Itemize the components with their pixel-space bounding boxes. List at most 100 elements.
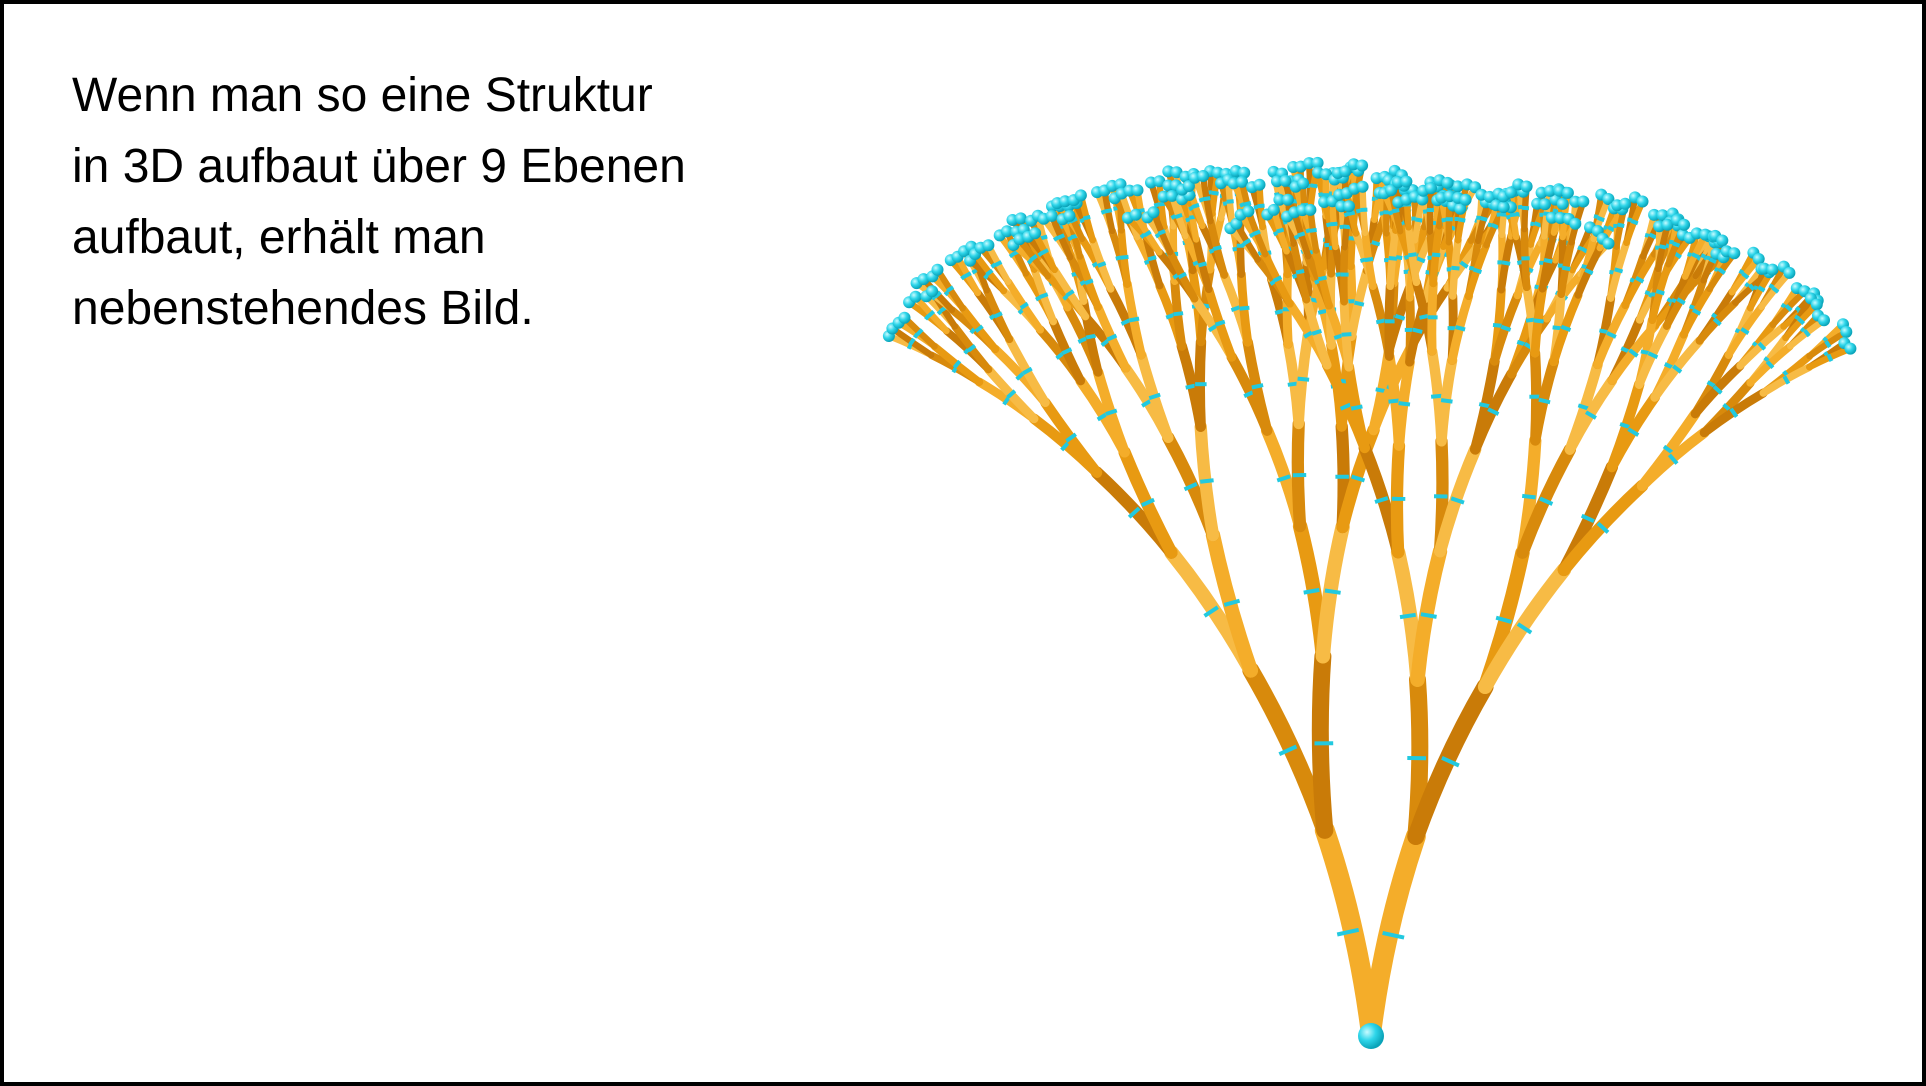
joint-ring [1120, 318, 1132, 326]
node-ball [1425, 182, 1437, 195]
node-ball [1153, 175, 1166, 188]
joint-ring [1226, 199, 1234, 204]
joint-ring [1364, 256, 1374, 263]
node-ball [1577, 195, 1590, 208]
joint-ring [1183, 481, 1198, 492]
node-ball [1170, 166, 1183, 179]
joint-ring [1318, 275, 1328, 282]
joint-ring [985, 268, 994, 277]
node-ball [1147, 206, 1160, 219]
node-ball [1840, 325, 1853, 338]
joint-ring [1580, 513, 1595, 524]
node-ball [1131, 184, 1144, 197]
joint-ring [1479, 216, 1488, 222]
node-ball [1045, 209, 1058, 222]
node-ball [1818, 314, 1830, 327]
joint-ring [1740, 327, 1750, 335]
joint-ring [1712, 317, 1722, 327]
joint-ring [1487, 407, 1500, 416]
joint-ring [1197, 261, 1207, 268]
joint-ring [1412, 327, 1423, 334]
joint-ring [1143, 229, 1152, 238]
caption-line: aufbaut, erhält man [72, 211, 486, 264]
joint-ring [1374, 496, 1389, 504]
node-ball [909, 290, 922, 303]
joint-ring [1561, 265, 1571, 272]
joint-ring [1391, 208, 1400, 214]
joint-ring [1533, 318, 1544, 324]
joint-ring [1440, 398, 1453, 404]
node-ball [1279, 174, 1292, 187]
joint-ring [1211, 190, 1219, 196]
node-ball [931, 263, 944, 276]
node-ball [1504, 186, 1517, 199]
joint-ring [1252, 229, 1261, 236]
joint-ring [1416, 256, 1426, 264]
joint-ring [933, 290, 942, 299]
node-ball [1303, 157, 1316, 170]
node-ball [1166, 189, 1179, 202]
joint-ring [1177, 271, 1187, 280]
joint-ring [1824, 340, 1832, 349]
joint-ring [927, 310, 936, 318]
joint-ring [1606, 331, 1617, 339]
joint-ring [1451, 265, 1460, 271]
joint-ring [1105, 408, 1118, 416]
joint-ring [1303, 587, 1320, 595]
node-ball [1497, 201, 1510, 214]
joint-ring [1826, 353, 1834, 362]
tree-illustration [882, 156, 1857, 1049]
joint-ring [1748, 283, 1756, 292]
joint-ring [1347, 210, 1356, 216]
joint-ring [1343, 224, 1351, 230]
joint-ring [1458, 217, 1466, 223]
joint-ring [1672, 241, 1681, 248]
node-ball [1783, 266, 1796, 279]
node-ball [1602, 237, 1615, 250]
joint-ring [1509, 212, 1518, 218]
joint-ring [1577, 403, 1590, 411]
node-ball [1454, 202, 1467, 215]
joint-ring [1239, 305, 1250, 311]
joint-ring [1782, 375, 1791, 385]
node-ball [1129, 208, 1142, 221]
node-ball [1545, 211, 1558, 224]
joint-ring [1085, 333, 1097, 340]
node-ball [1230, 217, 1243, 230]
caption-line: Wenn man so eine Struktur [72, 69, 653, 122]
joint-ring [915, 328, 924, 336]
node-ball [1242, 205, 1255, 218]
joint-ring [946, 285, 955, 293]
joint-ring [1717, 267, 1726, 275]
node-ball [1648, 208, 1661, 221]
joint-ring [1455, 325, 1466, 332]
joint-ring [1039, 292, 1049, 299]
joint-ring [1765, 360, 1775, 369]
joint-ring [1655, 289, 1665, 296]
joint-ring [1450, 496, 1465, 505]
joint-ring [993, 311, 1003, 319]
node-ball [1810, 298, 1823, 311]
joint-ring [1691, 252, 1700, 259]
joint-ring [1676, 297, 1686, 305]
joint-ring [1065, 289, 1075, 298]
node-ball [1356, 180, 1369, 193]
joint-ring [1533, 221, 1542, 228]
node-ball [1752, 253, 1765, 265]
joint-ring [1538, 397, 1551, 405]
joint-ring [1501, 260, 1511, 266]
node-ball [1356, 159, 1369, 172]
node-ball [1728, 247, 1741, 260]
joint-ring [1297, 376, 1310, 382]
node-ball [1297, 177, 1310, 190]
joint-ring [1630, 219, 1639, 226]
joint-ring [1430, 393, 1443, 399]
node-ball [1267, 203, 1280, 216]
joint-ring [1251, 383, 1264, 390]
caption: Wenn man so eine Struktur in 3D aufbaut … [72, 60, 686, 344]
joint-ring [1158, 201, 1166, 207]
joint-ring [1147, 255, 1157, 262]
node-ball [1029, 227, 1042, 240]
joint-ring [1351, 474, 1366, 483]
